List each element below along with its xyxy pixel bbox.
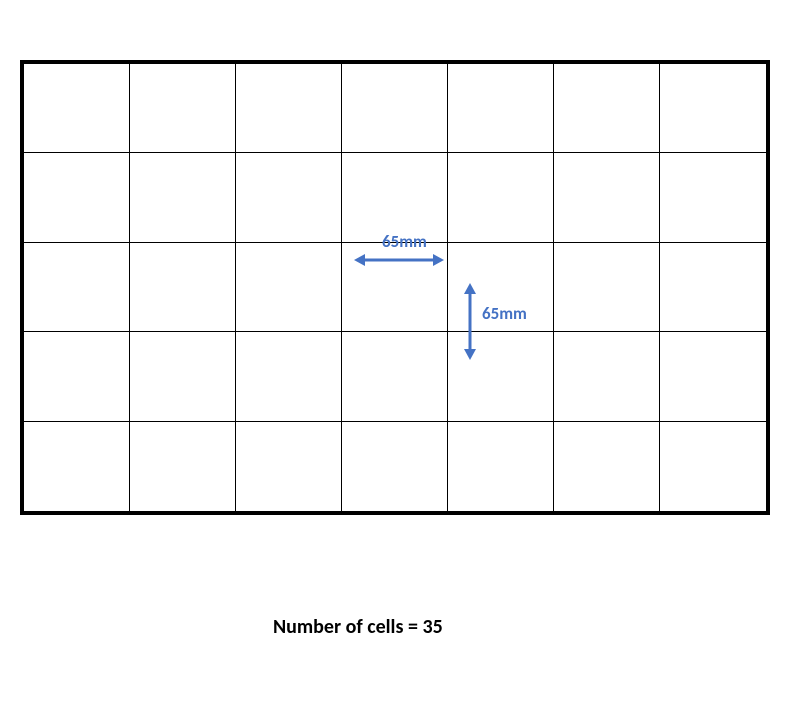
- grid-cell: [342, 332, 448, 421]
- grid-cell: [342, 64, 448, 153]
- grid-cell: [130, 332, 236, 421]
- grid-cell: [130, 422, 236, 511]
- grid-cell: [554, 422, 660, 511]
- grid-cell: [554, 243, 660, 332]
- grid-cell: [24, 64, 130, 153]
- width-dimension-label: 65mm: [382, 231, 427, 252]
- grid-cell: [660, 422, 766, 511]
- grid-cell: [660, 332, 766, 421]
- height-dimension-label: 65mm: [482, 303, 527, 324]
- grid-cell: [130, 153, 236, 242]
- grid-cell: [130, 64, 236, 153]
- grid-cell: [24, 422, 130, 511]
- grid-cell: [660, 243, 766, 332]
- grid-cell: [448, 64, 554, 153]
- grid-cell: [24, 153, 130, 242]
- grid-cell: [660, 153, 766, 242]
- grid-cell: [448, 422, 554, 511]
- grid-cell: [236, 422, 342, 511]
- grid-cell: [24, 332, 130, 421]
- grid-cell: [554, 153, 660, 242]
- grid-cell: [236, 243, 342, 332]
- grid-cell: [236, 153, 342, 242]
- diagram-canvas: 65mm 65mm Number of cells = 35: [0, 0, 800, 715]
- grid-cell: [554, 332, 660, 421]
- grid-cell: [554, 64, 660, 153]
- grid-cell: [130, 243, 236, 332]
- grid-cell: [236, 64, 342, 153]
- grid-cell: [342, 153, 448, 242]
- grid-cells-container: [24, 64, 766, 511]
- grid-cell: [342, 422, 448, 511]
- grid-cell: [448, 153, 554, 242]
- grid-outer-frame: [20, 60, 770, 515]
- grid-cell: [236, 332, 342, 421]
- cell-count-caption: Number of cells = 35: [273, 615, 443, 639]
- grid-cell: [24, 243, 130, 332]
- height-dimension-arrow: [458, 271, 482, 372]
- grid-cell: [660, 64, 766, 153]
